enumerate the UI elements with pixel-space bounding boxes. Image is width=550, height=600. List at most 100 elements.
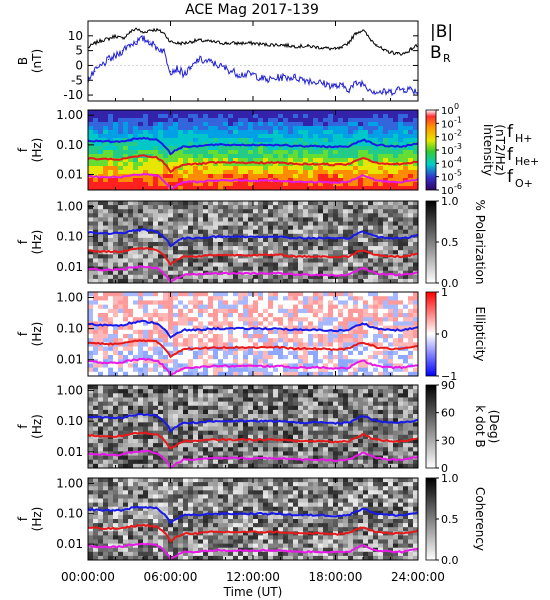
intensity-cell — [293, 150, 299, 155]
polarization-cell — [178, 225, 184, 230]
k-dot-b-cell — [298, 422, 304, 427]
ellipticity-cell — [408, 321, 414, 326]
intensity-colorbar-label: Intensity — [481, 124, 495, 176]
ellipticity-cell — [143, 367, 149, 373]
ellipticity-cell — [243, 342, 249, 347]
ellipticity-cell — [383, 325, 389, 331]
ellipticity-cell — [283, 308, 289, 314]
polarization-cell — [208, 209, 214, 214]
polarization-cell — [348, 242, 354, 247]
intensity-cell — [323, 158, 329, 163]
polarization-cell — [328, 266, 334, 271]
intensity-cell — [208, 130, 214, 135]
ellipticity-cell — [208, 329, 214, 335]
ellipticity-cell — [263, 342, 269, 347]
k-dot-b-cell — [103, 385, 109, 390]
polarization-cell — [308, 213, 314, 218]
k-dot-b-cell — [163, 455, 169, 460]
k-dot-b-cell — [158, 455, 164, 460]
polarization-cell — [388, 201, 394, 206]
intensity-cell — [98, 170, 104, 175]
legend-abs-b: |B| — [430, 22, 453, 42]
k-dot-b-cell — [178, 401, 184, 407]
polarization-cell — [348, 258, 354, 263]
polarization-cell — [363, 258, 369, 263]
ellipticity-cell — [298, 300, 304, 305]
ellipticity-cell — [273, 371, 279, 377]
ellipticity-cell — [123, 342, 129, 347]
ellipticity-cell — [253, 342, 259, 347]
polarization-cell — [298, 242, 304, 247]
intensity-cell — [328, 166, 334, 171]
polarization-cell — [318, 205, 324, 210]
polarization-cell — [198, 266, 204, 271]
intensity-cell — [273, 186, 279, 191]
k-dot-b-cell — [298, 389, 304, 394]
intensity-cell — [393, 146, 399, 151]
intensity-cell — [253, 114, 259, 119]
intensity-cell — [288, 174, 294, 179]
intensity-cell — [268, 130, 274, 135]
intensity-cell — [243, 114, 249, 119]
intensity-cell — [158, 150, 164, 155]
k-dot-b-cell — [203, 414, 209, 419]
intensity-cell — [253, 150, 259, 155]
ellipticity-cell — [238, 359, 244, 364]
intensity-cell — [98, 126, 104, 131]
k-dot-b-cell — [113, 443, 119, 448]
polarization-cell — [113, 237, 119, 243]
intensity-cell — [368, 170, 374, 175]
ellipticity-cell — [258, 371, 264, 377]
intensity-cell — [173, 162, 179, 167]
intensity-cell — [173, 170, 179, 175]
ellipticity-cell — [318, 371, 324, 377]
polarization-cell — [198, 270, 204, 276]
ellipticity-cell — [248, 367, 254, 373]
ellipticity-cell — [168, 308, 174, 314]
k-dot-b-cell — [133, 418, 139, 423]
ellipticity-cell — [288, 342, 294, 347]
ellipticity-cell — [353, 308, 359, 314]
polarization-cell — [258, 205, 264, 210]
intensity-cell — [398, 110, 404, 115]
intensity-cell — [358, 178, 364, 183]
intensity-cell — [363, 158, 369, 163]
ellipticity-cell — [198, 371, 204, 377]
polarization-cell — [118, 209, 124, 214]
k-dot-b-cell — [88, 385, 94, 390]
ellipticity-cell — [308, 367, 314, 373]
ellipticity-cell — [348, 334, 354, 339]
intensity-cell — [353, 126, 359, 131]
intensity-cell — [208, 110, 214, 115]
polarization-cell — [108, 221, 114, 226]
polarization-cell — [268, 246, 274, 251]
polarization-cell — [133, 237, 139, 243]
ellipticity-cell — [253, 321, 259, 326]
ellipticity-cell — [123, 321, 129, 326]
intensity-cell — [298, 174, 304, 179]
ellipticity-cell — [383, 359, 389, 364]
ellipticity-cell — [243, 292, 249, 297]
ellipticity-cell — [348, 367, 354, 373]
polarization-cell — [153, 225, 159, 230]
polarization-cell — [198, 246, 204, 251]
polarization-cell — [108, 205, 114, 210]
ellipticity-cell — [328, 317, 334, 322]
polarization-cell — [138, 242, 144, 247]
ellipticity-cell — [338, 292, 344, 297]
intensity-cell — [278, 150, 284, 155]
ellipticity-cell — [368, 338, 374, 343]
polarization-cell — [373, 262, 379, 267]
polarization-cell — [193, 209, 199, 214]
b-field-data-point — [383, 50, 385, 52]
intensity-cell — [123, 134, 129, 139]
intensity-cell — [88, 178, 94, 183]
k-dot-b-cell — [203, 443, 209, 448]
polarization-cell — [388, 266, 394, 271]
polarization-cell — [158, 213, 164, 218]
ellipticity-cell — [203, 317, 209, 322]
intensity-cell — [153, 178, 159, 183]
intensity-cell — [228, 114, 234, 119]
k-dot-b-cell — [228, 401, 234, 407]
polarization-cell — [153, 250, 159, 255]
